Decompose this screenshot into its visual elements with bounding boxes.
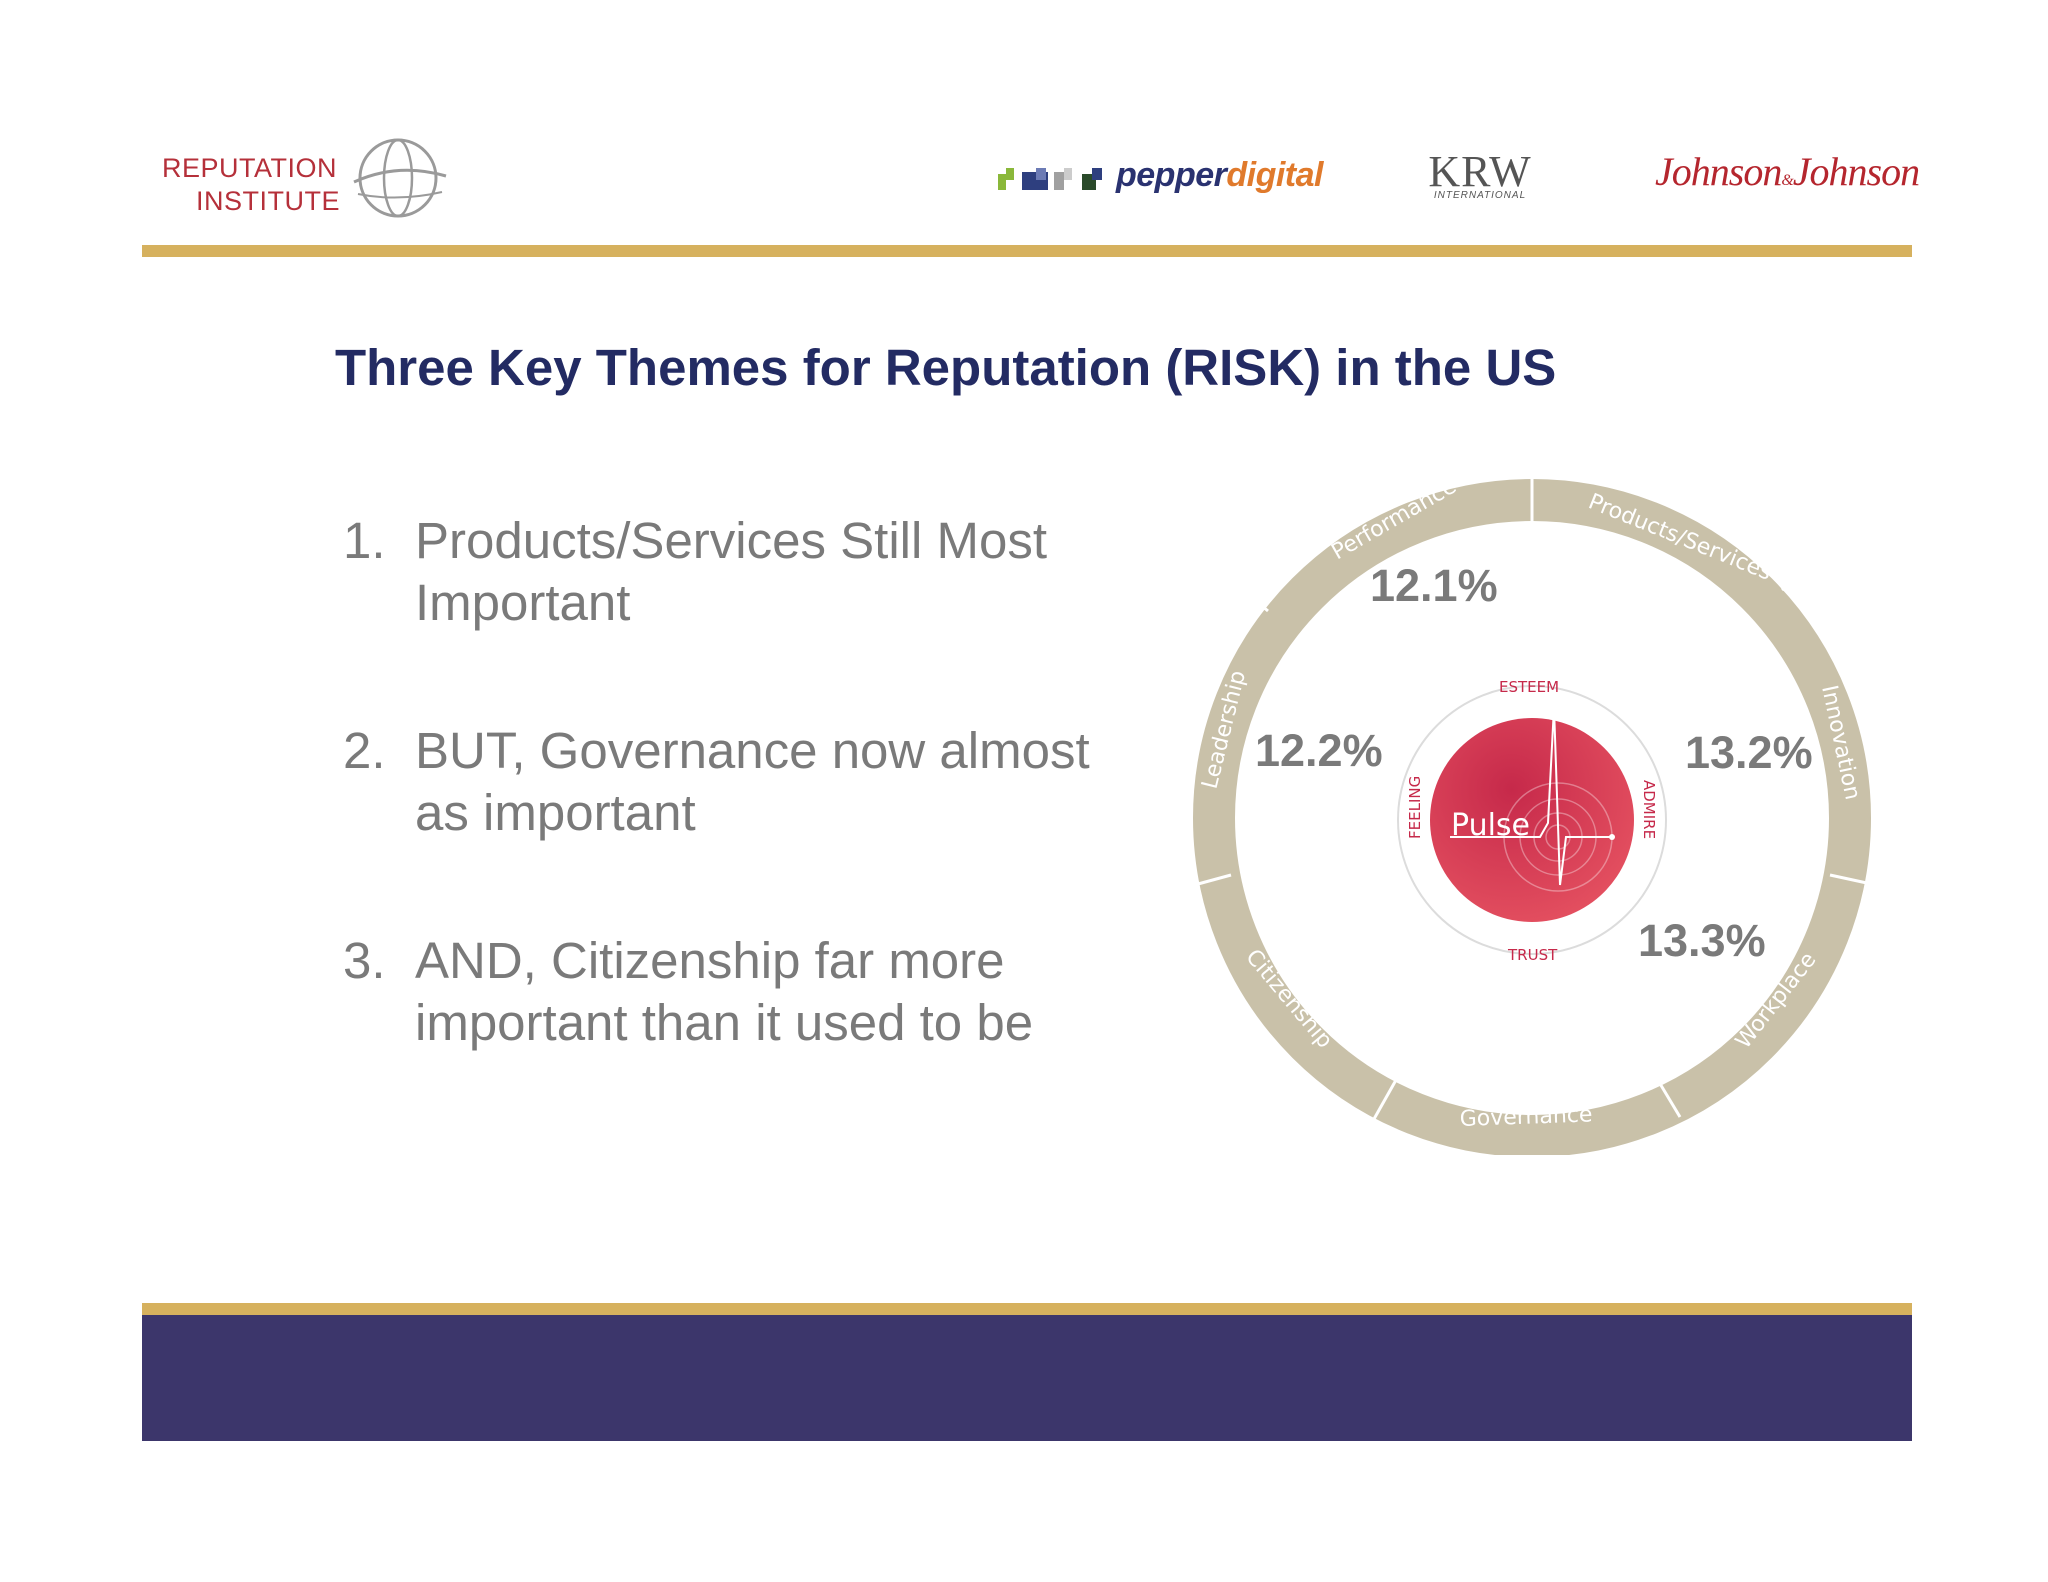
krw-logo: KRW INTERNATIONAL: [1420, 150, 1540, 210]
footer-band: [142, 1315, 1912, 1441]
ri-logo-line2: Institute: [196, 186, 340, 216]
ring-divider: [1231, 579, 1269, 613]
list-item-text: AND, Citizenship far more important than…: [415, 932, 1034, 1051]
header-divider: [142, 245, 1912, 257]
pulse-line-icon: [1450, 706, 1610, 886]
percent-workplace: 13.3%: [1638, 915, 1766, 966]
krw-logo-main: KRW: [1428, 147, 1532, 196]
list-item: 1. Products/Services Still Most Importan…: [343, 510, 1143, 634]
pepper-logo-part1: pepper: [1116, 156, 1227, 194]
globe-icon: [353, 138, 447, 218]
pulse-admire: ADMIRE: [1640, 780, 1658, 839]
ring-divider: [1829, 873, 1877, 887]
list-item-number: 1.: [343, 512, 386, 569]
jj-logo-left: Johnson: [1655, 149, 1782, 194]
reputation-institute-logo: Reputation Institute: [162, 132, 452, 222]
ring-dividers: [1186, 479, 1877, 1120]
pulse-dot: [1609, 834, 1615, 840]
krw-logo-sub: INTERNATIONAL: [1433, 190, 1527, 201]
ring-label-products: Products/Services: [1585, 489, 1775, 585]
footer-divider: [142, 1303, 1912, 1315]
list-item-number: 2.: [343, 722, 386, 779]
johnson-johnson-logo: Johnson&Johnson: [1655, 148, 1920, 202]
percent-innovation: 13.2%: [1685, 727, 1813, 778]
ring-divider: [1654, 1076, 1682, 1118]
jj-logo-amp: &: [1781, 172, 1793, 189]
slide-title: Three Key Themes for Reputation (RISK) i…: [335, 339, 1557, 396]
pepper-logo-part2: digital: [1226, 156, 1323, 194]
list-item: 2. BUT, Governance now almost as importa…: [343, 720, 1143, 844]
ring-divider: [1186, 873, 1232, 889]
pulse-label: Pulse: [1451, 808, 1530, 843]
ri-logo-line1: Reputation: [162, 153, 338, 183]
pulse-esteem: ESTEEM: [1499, 678, 1559, 696]
ring-divider: [1781, 557, 1818, 592]
list-item-number: 3.: [343, 932, 386, 989]
ring-label-governance: Governance: [1459, 1102, 1593, 1132]
jj-logo-right: Johnson: [1792, 149, 1920, 194]
pepper-squares-icon: [998, 168, 1102, 190]
pepperdigital-logo: pepperdigital: [998, 150, 1323, 200]
percent-performance: 12.1%: [1370, 560, 1498, 611]
reputation-pulse-diagram: Products/Services Innovation Workplace G…: [1100, 455, 1880, 1157]
key-themes-list: 1. Products/Services Still Most Importan…: [343, 510, 1143, 1140]
pulse-core-circle: [1430, 718, 1634, 922]
pulse-ring-svg: Products/Services Innovation Workplace G…: [1186, 474, 1877, 1157]
ring-divider: [1372, 1079, 1398, 1120]
pulse-trust: TRUST: [1507, 946, 1558, 964]
list-item-text: Products/Services Still Most Important: [415, 512, 1048, 631]
list-item: 3. AND, Citizenship far more important t…: [343, 930, 1143, 1054]
list-item-text: BUT, Governance now almost as important: [415, 722, 1090, 841]
pulse-feeling: FEELING: [1406, 776, 1424, 839]
percent-leadership: 12.2%: [1255, 725, 1383, 776]
